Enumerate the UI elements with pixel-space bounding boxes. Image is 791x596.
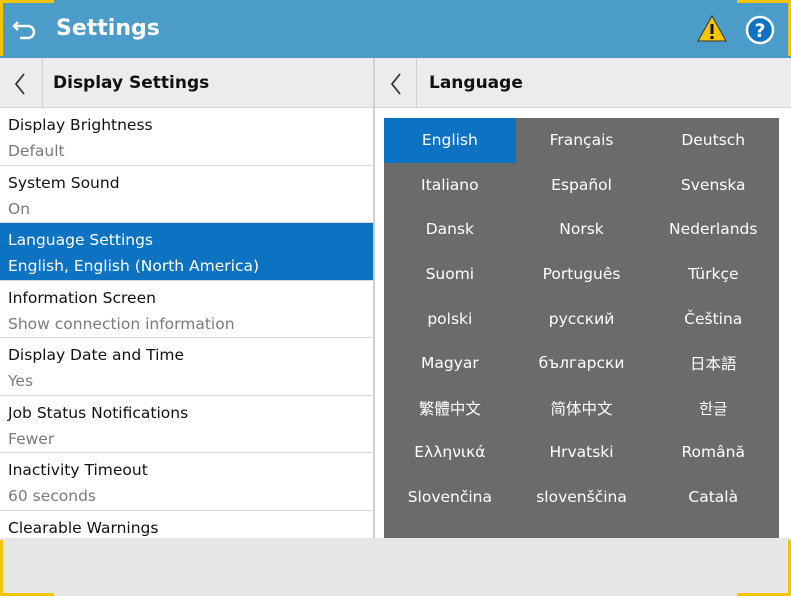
language-option[interactable]: Italiano — [421, 175, 479, 194]
svg-text:?: ? — [754, 20, 765, 42]
left-subheader — [0, 58, 373, 108]
language-grid: English Français Deutsch Italiano Español Sve… — [384, 118, 779, 538]
language-option[interactable]: Română — [681, 443, 745, 462]
settings-list: Display Brightness Default System Sound On L… — [0, 108, 373, 538]
item-label: Display Date and Time — [8, 346, 185, 364]
item-value: On — [8, 199, 31, 218]
warning-icon[interactable] — [696, 14, 728, 44]
separator — [42, 58, 43, 108]
language-option[interactable]: Svenska — [680, 175, 746, 194]
language-option[interactable]: Norsk — [559, 220, 604, 239]
language-option[interactable]: Español — [551, 175, 612, 194]
corner-mark — [788, 540, 791, 596]
language-option[interactable]: Magyar — [420, 354, 479, 373]
item-value: Yes — [8, 372, 34, 390]
item-label: Inactivity Timeout — [8, 461, 148, 479]
language-option[interactable]: 한글 — [698, 399, 728, 418]
item-value: Fewer — [8, 429, 55, 448]
language-option[interactable]: български — [538, 354, 625, 373]
language-option[interactable]: polski — [427, 309, 473, 328]
settings-item[interactable]: Clearable Warnings — [0, 511, 373, 539]
language-option[interactable]: Dansk — [425, 220, 474, 239]
corner-mark — [0, 593, 54, 596]
footer-bar — [0, 538, 791, 596]
language-option[interactable]: English — [384, 118, 516, 163]
language-option[interactable]: Català — [688, 488, 739, 507]
corner-mark — [0, 0, 54, 3]
corner-mark — [0, 540, 3, 596]
language-option[interactable]: Ελληνικά — [414, 443, 486, 462]
language-option[interactable]: Suomi — [425, 265, 475, 284]
left-back-chevron[interactable] — [12, 72, 30, 96]
item-label: System Sound — [8, 173, 120, 192]
item-value: 60 seconds — [8, 487, 97, 505]
language-option[interactable]: slovenščina — [536, 488, 627, 507]
item-label: Display Brightness — [8, 116, 153, 134]
settings-item[interactable]: System Sound On — [0, 166, 373, 223]
language-option[interactable]: Français — [549, 131, 614, 150]
language-option[interactable]: 繁體中文 — [418, 399, 481, 418]
right-back-chevron[interactable] — [388, 72, 406, 96]
language-option[interactable]: Hrvatski — [549, 443, 614, 462]
right-subheader — [375, 58, 791, 108]
item-label: Language Settings — [8, 231, 153, 249]
corner-mark — [0, 0, 3, 56]
help-icon[interactable]: ? — [744, 14, 776, 46]
item-label: Information Screen — [8, 288, 156, 307]
settings-item[interactable]: Job Status Notifications Fewer — [0, 396, 373, 453]
language-option[interactable]: 日本語 — [689, 355, 737, 374]
language-option[interactable]: Slovenčina — [407, 488, 492, 507]
corner-mark — [737, 593, 791, 596]
corner-mark — [788, 0, 791, 56]
item-value: Show connection information — [8, 314, 235, 333]
language-option[interactable]: Čeština — [684, 309, 743, 328]
item-value: English, English (North America) — [8, 257, 260, 275]
settings-item[interactable]: Inactivity Timeout 60 seconds — [0, 453, 373, 511]
item-value: Default — [8, 142, 65, 160]
item-label: Clearable Warnings — [8, 518, 159, 537]
language-option[interactable]: Deutsch — [681, 131, 746, 150]
language-option[interactable]: 简体中文 — [550, 399, 613, 418]
left-title: Display Settings — [53, 73, 210, 93]
panel-divider — [373, 58, 375, 538]
header-bar — [0, 0, 791, 58]
settings-item[interactable]: Display Date and Time Yes — [0, 338, 373, 396]
language-option[interactable]: Nederlands — [669, 220, 758, 239]
separator — [416, 58, 417, 108]
language-option[interactable]: русский — [548, 309, 615, 328]
back-icon[interactable] — [12, 16, 40, 44]
corner-mark — [737, 0, 791, 3]
item-label: Job Status Notifications — [8, 403, 189, 422]
language-option[interactable]: Português — [542, 265, 621, 284]
language-option[interactable]: Türkçe — [687, 265, 739, 284]
settings-item[interactable]: Language Settings English, English (North… — [0, 223, 373, 281]
settings-item[interactable]: Display Brightness Default — [0, 108, 373, 166]
right-title: Language — [429, 73, 523, 93]
settings-item[interactable]: Information Screen Show connection inform… — [0, 281, 373, 338]
header-title: Settings — [56, 16, 160, 41]
